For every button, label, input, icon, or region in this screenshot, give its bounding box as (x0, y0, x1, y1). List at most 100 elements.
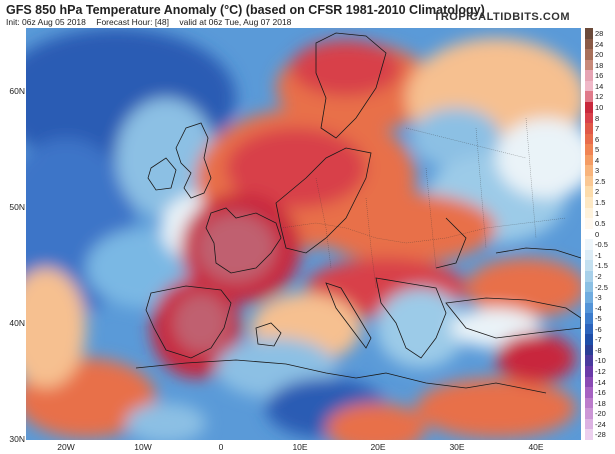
colorbar-label: 7 (595, 124, 600, 134)
colorbar-label: -10 (595, 356, 606, 366)
colorbar-row: 10 (585, 101, 615, 113)
colorbar-row: -5 (585, 313, 615, 324)
colorbar-swatch (585, 165, 593, 176)
map-subtitle: Init: 06z Aug 05 2018 Forecast Hour: [48… (6, 17, 299, 27)
colorbar-swatch (585, 59, 593, 71)
colorbar-row: -28 (585, 429, 615, 440)
colorbar-label: -6 (595, 324, 602, 334)
colorbar-label: -12 (595, 367, 606, 376)
colorbar-swatch (585, 323, 593, 335)
colorbar-swatch (585, 429, 593, 440)
lon-label-20w: 20W (57, 442, 75, 452)
colorbar-swatch (585, 70, 593, 81)
colorbar-swatch (585, 123, 593, 134)
colorbar-row: 24 (585, 38, 615, 50)
colorbar-label: -5 (595, 314, 602, 324)
colorbar-swatch (585, 408, 593, 419)
anomaly-map[interactable] (26, 28, 581, 440)
colorbar-row: 18 (585, 59, 615, 71)
colorbar-row: -14 (585, 376, 615, 388)
colorbar-label: 0.5 (595, 219, 606, 229)
colorbar-label: -24 (595, 419, 606, 429)
colorbar-row: -16 (585, 387, 615, 398)
anomaly-field (26, 28, 581, 440)
colorbar-swatch (585, 154, 593, 166)
colorbar-label: 16 (595, 71, 604, 81)
colorbar-row: -1 (585, 249, 615, 261)
colorbar-swatch (585, 38, 593, 50)
map-svg (26, 28, 581, 440)
lon-label-30e: 30E (449, 442, 465, 452)
colorbar-swatch (585, 387, 593, 398)
colorbar-label: -18 (595, 398, 606, 408)
colorbar-row: -7 (585, 334, 615, 345)
colorbar-label: -8 (595, 345, 602, 355)
colorbar-swatch (585, 133, 593, 145)
colorbar-label: -4 (595, 303, 602, 313)
lon-label-10e: 10E (292, 442, 308, 452)
colorbar-swatch (585, 49, 593, 60)
colorbar-row: -0.5 (585, 239, 615, 250)
colorbar-label: 8 (595, 113, 600, 123)
colorbar-label: 0 (595, 229, 600, 239)
colorbar-label: 20 (595, 50, 604, 60)
colorbar-swatch (585, 239, 593, 250)
colorbar-row: 4 (585, 154, 615, 166)
colorbar-swatch (585, 218, 593, 229)
forecast-hour: Forecast Hour: [48] (96, 17, 170, 27)
colorbar-row: 16 (585, 70, 615, 81)
colorbar-row: 2 (585, 186, 615, 197)
colorbar-label: 5 (595, 145, 600, 155)
colorbar-label: -3 (595, 293, 602, 303)
colorbar-label: 12 (595, 92, 604, 102)
colorbar-label: 1 (595, 208, 600, 218)
colorbar-row: -2 (585, 270, 615, 282)
init-time: Init: 06z Aug 05 2018 (6, 17, 86, 27)
colorbar-label: -2 (595, 271, 602, 281)
colorbar-row: 28 (585, 28, 615, 39)
map-title: GFS 850 hPa Temperature Anomaly (°C) (ba… (6, 3, 485, 17)
colorbar-label: 4 (595, 155, 600, 165)
watermark: TROPICALTIDBITS.COM (433, 11, 570, 23)
lat-label-50n: 50N (9, 202, 25, 212)
colorbar-swatch (585, 313, 593, 324)
colorbar-row: 5 (585, 144, 615, 155)
colorbar-swatch (585, 418, 593, 430)
colorbar-swatch (585, 376, 593, 388)
colorbar-swatch (585, 28, 593, 39)
colorbar-row: -20 (585, 408, 615, 419)
colorbar-swatch (585, 80, 593, 92)
colorbar-swatch (585, 292, 593, 303)
colorbar-row: -6 (585, 323, 615, 335)
borders (280, 117, 567, 289)
colorbar-swatch (585, 91, 593, 102)
header: GFS 850 hPa Temperature Anomaly (°C) (ba… (0, 0, 615, 28)
colorbar-swatch (585, 355, 593, 366)
colorbar-row: 7 (585, 123, 615, 134)
colorbar-swatch (585, 112, 593, 124)
lat-label-60n: 60N (9, 86, 25, 96)
colorbar-label: 6 (595, 134, 600, 144)
lon-label-40e: 40E (528, 442, 544, 452)
colorbar-label: 28 (595, 29, 604, 38)
colorbar-row: -2.5 (585, 281, 615, 293)
colorbar-label: 18 (595, 60, 604, 70)
colorbar-row: -18 (585, 397, 615, 409)
colorbar-label: 10 (595, 102, 604, 112)
colorbar-swatch (585, 281, 593, 293)
colorbar-row: 6 (585, 133, 615, 145)
lon-label-0: 0 (218, 442, 224, 452)
colorbar-swatch (585, 260, 593, 271)
colorbar-label: -16 (595, 388, 606, 398)
colorbar-swatch (585, 228, 593, 240)
colorbar-label: 2 (595, 187, 600, 197)
colorbar-label: -20 (595, 409, 606, 419)
colorbar-swatch (585, 144, 593, 155)
colorbar: 28 24 20 18 16 14 12 10 8 7 6 5 4 3 2.5 2 1.5 1 0.5 0 -0.5 -1… (585, 28, 615, 440)
colorbar-row: 14 (585, 80, 615, 92)
colorbar-label: 24 (595, 39, 604, 49)
lat-label-30n: 30N (9, 434, 25, 444)
coastlines (135, 32, 581, 394)
lat-label-40n: 40N (9, 318, 25, 328)
colorbar-label: -1 (595, 250, 602, 260)
